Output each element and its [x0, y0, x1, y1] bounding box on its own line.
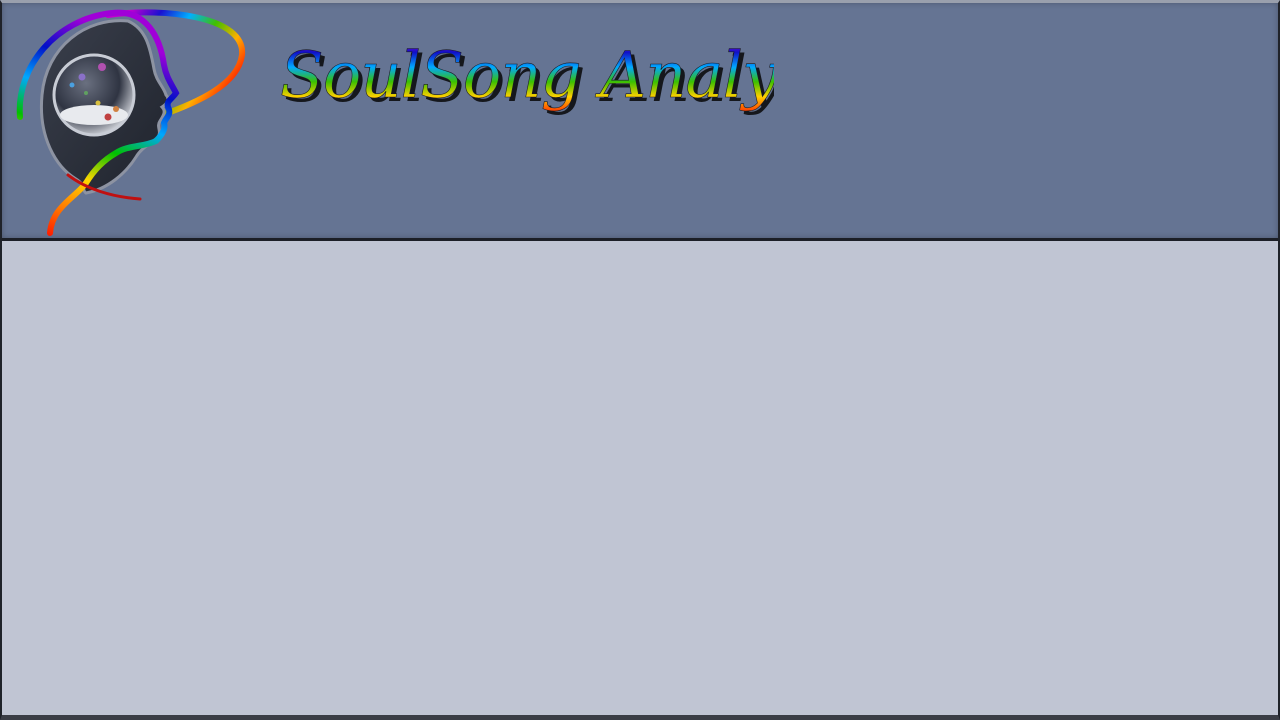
- header-divider: [2, 238, 1278, 241]
- app-title-shadow: SoulSong Analysis: [284, 43, 774, 117]
- app-title-text: SoulSong Analysis: [280, 39, 774, 113]
- main-content-area: [2, 241, 1278, 715]
- head-profile-with-orb-icon: [16, 9, 246, 236]
- header-banner: SoulSong Analysis SoulSong Analysis: [2, 3, 1278, 238]
- app-title: SoulSong Analysis SoulSong Analysis: [280, 39, 774, 117]
